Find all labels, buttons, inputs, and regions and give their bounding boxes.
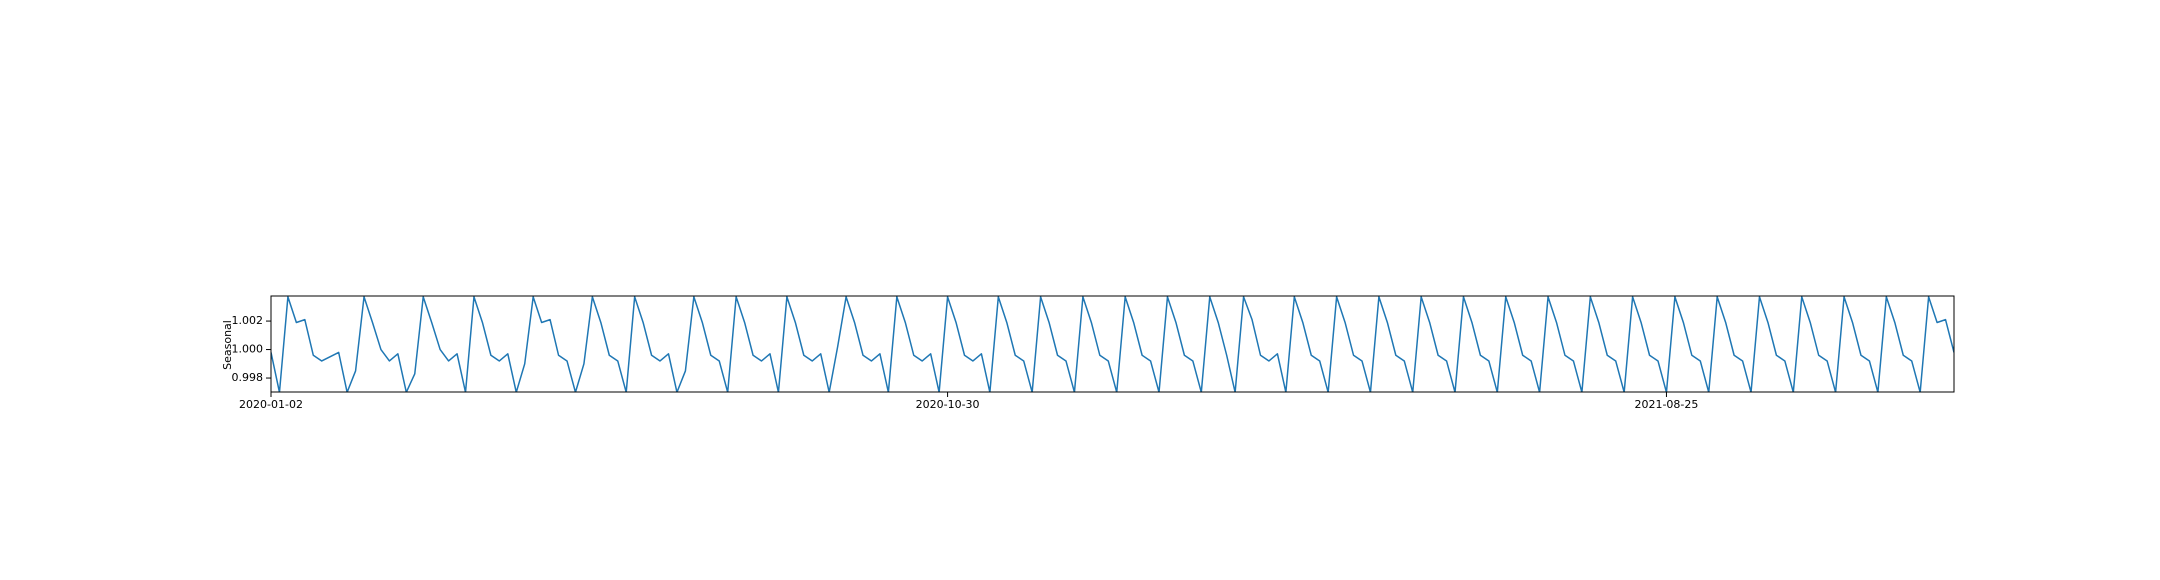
x-tick-label: 2020-10-30 [916,398,980,411]
x-tick-label: 2020-01-02 [239,398,303,411]
y-tick-label: 1.000 [232,343,264,356]
y-tick-label: 1.002 [232,314,264,327]
series-line [271,296,1954,392]
plot-frame [270,295,1955,393]
y-axis-label: Seasonal [221,320,234,370]
y-tick-label: 0.998 [232,371,264,384]
x-tick-label: 2021-08-25 [1634,398,1698,411]
